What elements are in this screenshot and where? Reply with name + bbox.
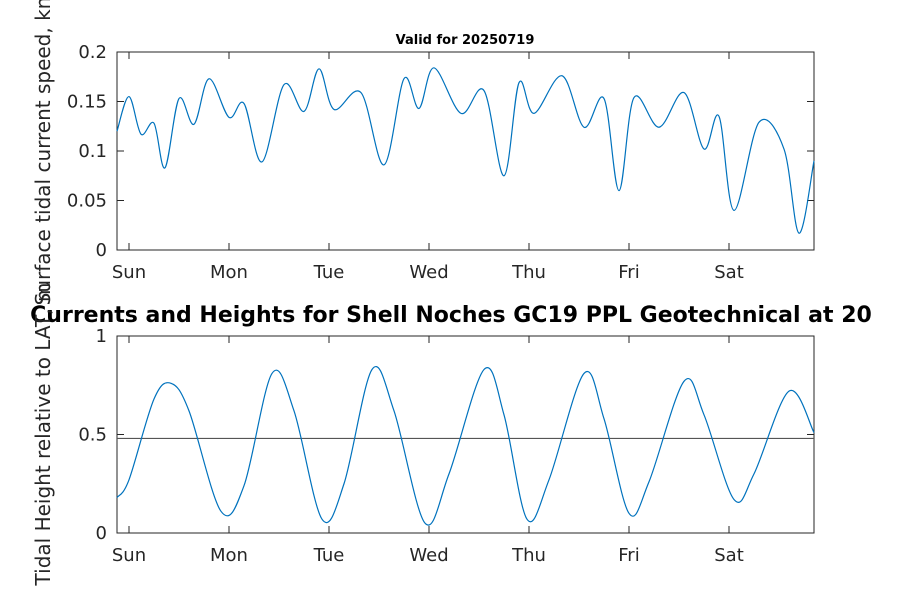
- x-tick-label-sat: Sat: [714, 545, 744, 566]
- x-tick-label-mon: Mon: [210, 262, 248, 283]
- top-y-tick-labels: 0 0.05 0.1 0.15 0.2: [67, 42, 107, 261]
- bottom-axes: 00.51 Sun Mon Tue Wed Thu Fri Sat Currents and…: [30, 283, 872, 587]
- bottom-ticks: [117, 335, 814, 534]
- top-ticks: [117, 51, 814, 251]
- bottom-y-tick-labels: 00.51: [78, 326, 107, 544]
- x-tick-label-wed: Wed: [409, 262, 448, 283]
- y-tick-label: 0.15: [67, 92, 107, 113]
- y-tick-label: 0.2: [78, 42, 107, 63]
- x-tick-label-tue: Tue: [313, 262, 345, 283]
- y-tick-label: 0.1: [78, 141, 107, 162]
- top-plot-area: [116, 51, 815, 251]
- top-x-tick-labels: Sun Mon Tue Wed Thu Fri Sat: [112, 262, 744, 283]
- top-y-axis-label: Surface tidal current speed, kn: [31, 0, 55, 305]
- x-tick-label-wed: Wed: [409, 545, 448, 566]
- top-series-line: [116, 67, 815, 234]
- bottom-x-tick-labels: Sun Mon Tue Wed Thu Fri Sat: [112, 545, 744, 566]
- x-tick-label-thu: Thu: [511, 545, 546, 566]
- y-tick-label: 0.05: [67, 191, 107, 212]
- x-tick-label-thu: Thu: [511, 262, 546, 283]
- bottom-y-axis-label: Tidal Height relative to LAT, m: [31, 283, 55, 587]
- y-tick-label: 0: [96, 240, 107, 261]
- top-chart-title: Valid for 20250719: [396, 33, 535, 48]
- x-tick-label-tue: Tue: [313, 545, 345, 566]
- y-tick-label: 0.5: [78, 425, 107, 446]
- x-tick-label-mon: Mon: [210, 545, 248, 566]
- y-tick-label: 0: [96, 523, 107, 544]
- y-tick-label: 1: [96, 326, 107, 347]
- main-chart-title: Currents and Heights for Shell Noches GC…: [30, 303, 872, 328]
- bottom-series-line: [116, 366, 815, 526]
- top-axes: 0 0.05 0.1 0.15 0.2 Sun Mon Tue Wed Thu Fri Sat Va…: [31, 0, 815, 305]
- x-tick-label-sat: Sat: [714, 262, 744, 283]
- x-tick-label-sun: Sun: [112, 262, 146, 283]
- x-tick-label-sun: Sun: [112, 545, 146, 566]
- bottom-plot-area: [116, 335, 815, 534]
- x-tick-label-fri: Fri: [618, 262, 639, 283]
- x-tick-label-fri: Fri: [618, 545, 639, 566]
